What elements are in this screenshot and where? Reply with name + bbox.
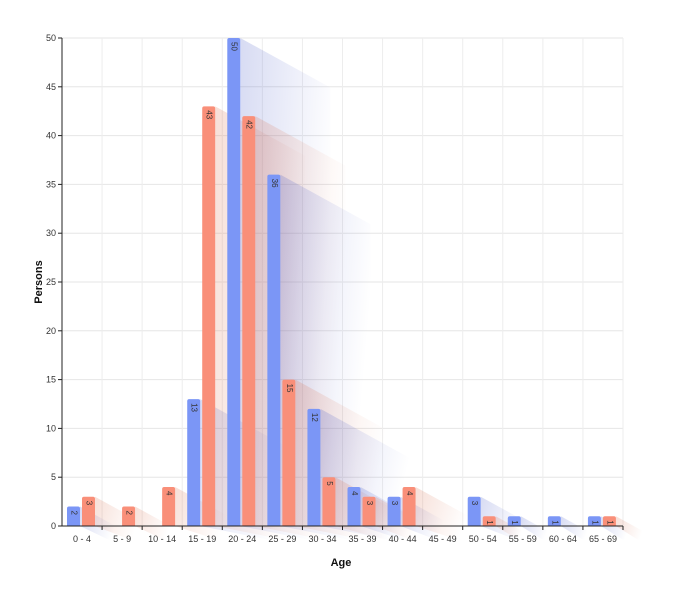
y-tick-label: 25 — [46, 277, 56, 287]
bar-value-label: 12 — [310, 413, 319, 422]
x-tick-label: 30 - 34 — [308, 534, 336, 544]
x-tick-label: 65 - 69 — [589, 534, 617, 544]
x-axis-title: Age — [331, 557, 352, 569]
bar-orange — [322, 477, 336, 526]
bar-blue — [227, 38, 241, 526]
bar-blue — [547, 516, 561, 526]
x-tick-label: 45 - 49 — [429, 534, 457, 544]
bar-value-label: 4 — [350, 491, 359, 496]
bar-blue — [67, 506, 80, 526]
bar-orange — [282, 379, 296, 526]
x-tick-label: 10 - 14 — [148, 534, 176, 544]
bar-blue — [267, 174, 281, 526]
bar-blue — [387, 496, 401, 526]
x-tick-label: 35 - 39 — [349, 534, 377, 544]
x-tick-label: 40 - 44 — [389, 534, 417, 544]
bar-shadow — [135, 506, 173, 544]
bar-value-label: 13 — [190, 403, 199, 412]
bar-value-label: 1 — [510, 520, 519, 525]
y-tick-label: 35 — [46, 179, 56, 189]
bar-value-label: 2 — [69, 510, 78, 515]
x-tick-label: 55 - 59 — [509, 534, 537, 544]
bar-shadow — [560, 516, 590, 544]
x-tick-label: 50 - 54 — [469, 534, 497, 544]
y-tick-label: 20 — [46, 326, 56, 336]
bar-value-label: 3 — [365, 501, 374, 506]
bar-orange — [162, 486, 176, 526]
bar-blue — [347, 486, 361, 526]
y-tick-label: 15 — [46, 375, 56, 385]
bar-shadow — [95, 496, 142, 544]
y-tick-label: 40 — [46, 131, 56, 141]
bar-value-label: 1 — [590, 520, 599, 525]
x-tick-label: 20 - 24 — [228, 534, 256, 544]
bar-orange — [122, 506, 136, 526]
bar-value-label: 1 — [485, 520, 494, 525]
y-tick-label: 45 — [46, 82, 56, 92]
bar-shadow — [615, 516, 645, 544]
bar-value-label: 4 — [405, 491, 414, 496]
bar-blue — [467, 496, 481, 526]
bar-value-label: 36 — [270, 179, 279, 188]
bar-layer — [67, 38, 616, 526]
bar-value-label: 42 — [245, 120, 254, 129]
y-tick-label: 30 — [46, 228, 56, 238]
bar-orange — [242, 116, 256, 526]
bar-value-label: 3 — [390, 501, 399, 506]
y-tick-label: 10 — [46, 423, 56, 433]
x-tick-label: 60 - 64 — [549, 534, 577, 544]
bar-blue — [187, 399, 201, 526]
x-tick-label: 0 - 4 — [73, 534, 91, 544]
bar-value-label: 1 — [605, 520, 614, 525]
bar-shadow — [415, 486, 471, 544]
bar-value-label: 43 — [205, 110, 214, 119]
bar-value-label: 15 — [285, 384, 294, 393]
bar-value-label: 4 — [165, 491, 174, 496]
bar-shadow — [520, 516, 550, 544]
y-tick-label: 0 — [51, 521, 56, 531]
y-axis-title: Persons — [33, 260, 45, 303]
bar-orange — [482, 516, 496, 526]
bar-value-label: 2 — [124, 510, 133, 515]
bar-value-label: 5 — [325, 481, 334, 486]
x-tick-label: 15 - 19 — [188, 534, 216, 544]
bar-orange — [402, 486, 416, 526]
bar-orange — [82, 496, 95, 526]
y-tick-label: 50 — [46, 33, 56, 43]
bar-orange — [362, 496, 376, 526]
x-tick-label: 25 - 29 — [268, 534, 296, 544]
bar-value-label: 50 — [230, 42, 239, 51]
bar-blue — [307, 408, 321, 526]
bar-shadow-layer — [80, 38, 645, 544]
bar-value-label: 3 — [84, 501, 93, 506]
bar-value-label: 1 — [550, 520, 559, 525]
bar-blue — [587, 516, 601, 526]
bar-shadow — [495, 516, 525, 544]
bar-orange — [202, 106, 216, 526]
x-tick-label: 5 - 9 — [113, 534, 131, 544]
y-tick-label: 5 — [51, 472, 56, 482]
bar-value-label: 3 — [470, 501, 479, 506]
bar-blue — [507, 516, 521, 526]
bar-orange — [602, 516, 616, 526]
